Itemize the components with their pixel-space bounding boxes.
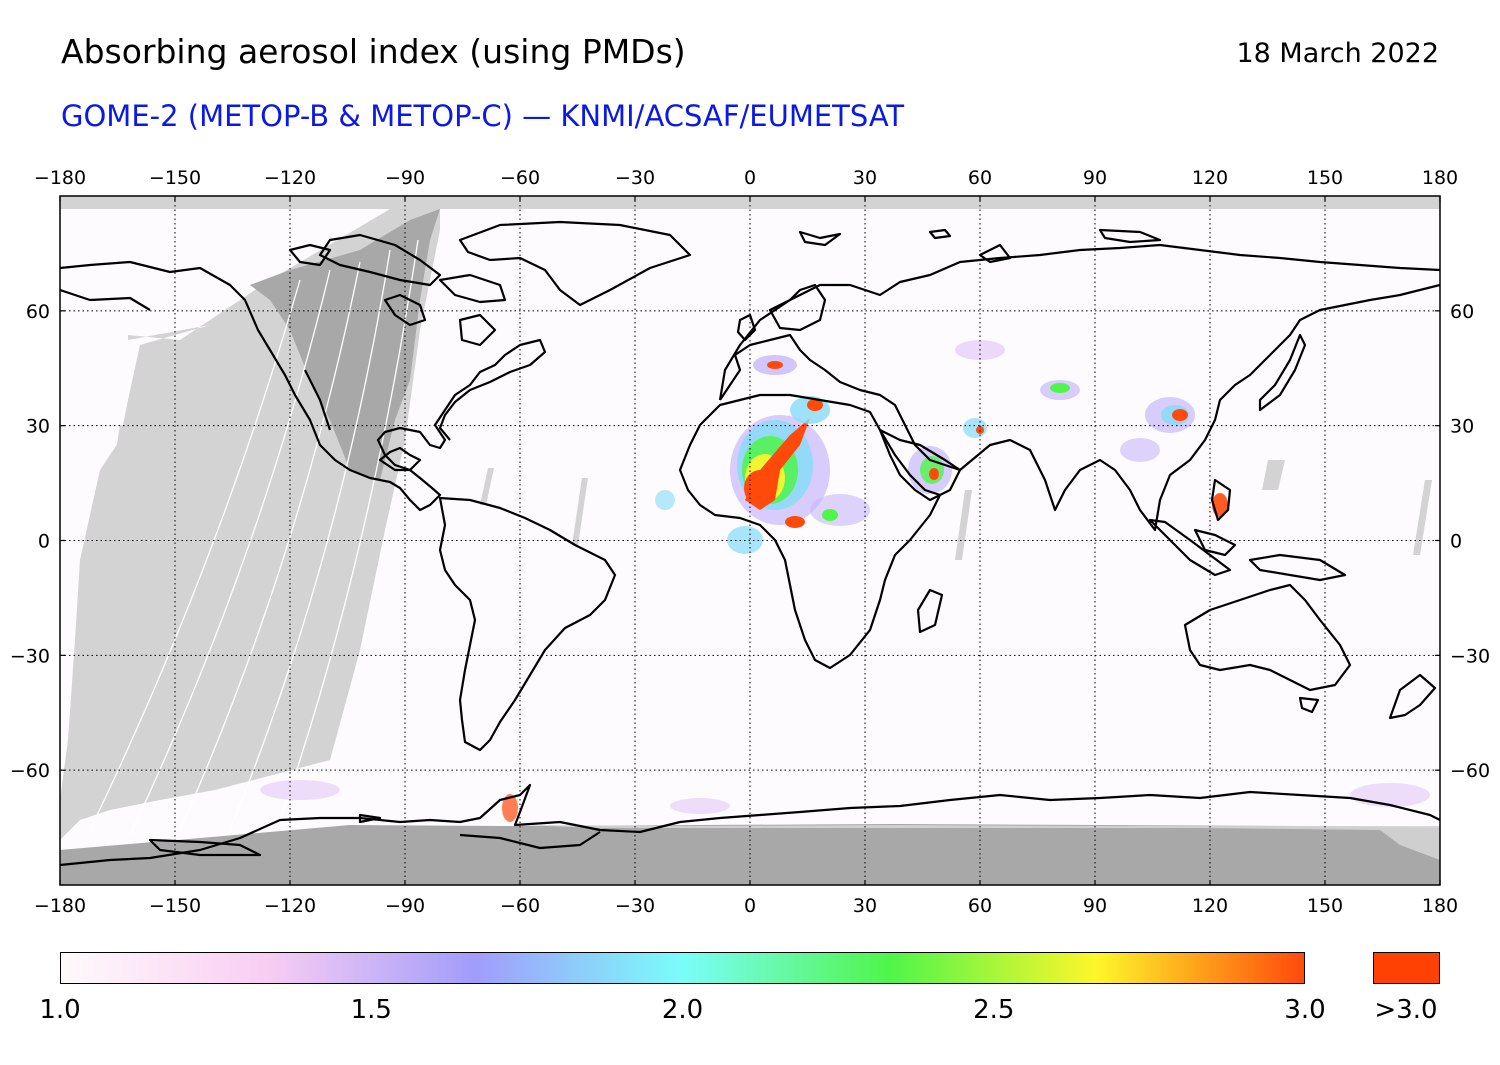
coastlines — [60, 220, 1440, 867]
lon-tick-label-bottom: −90 — [385, 895, 425, 917]
lat-tick-label-left: 0 — [38, 531, 50, 553]
lon-tick-label-top: 60 — [968, 167, 992, 189]
lon-tick-label-bottom: −60 — [500, 895, 540, 917]
aerosol-plumes — [260, 340, 1430, 822]
colorbar-tick-label: 2.0 — [661, 995, 704, 1025]
lon-tick-label-top: 90 — [1083, 167, 1107, 189]
lon-tick-label-top: −150 — [149, 167, 201, 189]
lon-tick-label-bottom: −180 — [34, 895, 86, 917]
lon-tick-label-top: 30 — [853, 167, 877, 189]
lat-tick-label-right: 0 — [1450, 531, 1462, 553]
australia-coast — [1183, 583, 1352, 692]
lon-tick-label-top: −60 — [500, 167, 540, 189]
arabia-coast — [878, 428, 962, 502]
colorbar-overflow-swatch — [1373, 952, 1440, 984]
lon-tick-label-top: 0 — [744, 167, 756, 189]
eurasia-coast — [718, 243, 1440, 532]
night-region-north — [250, 209, 440, 480]
orbit-lines — [89, 239, 419, 836]
lon-tick-label-bottom: 150 — [1307, 895, 1343, 917]
lon-tick-label-bottom: −30 — [615, 895, 655, 917]
lon-tick-label-top: 180 — [1422, 167, 1458, 189]
lat-tick-label-right: −30 — [1450, 645, 1490, 667]
lon-tick-label-top: −90 — [385, 167, 425, 189]
lon-tick-label-bottom: 180 — [1422, 895, 1458, 917]
lat-tick-label-right: 60 — [1450, 301, 1474, 323]
lon-tick-label-bottom: 30 — [853, 895, 877, 917]
lat-tick-label-left: −60 — [10, 760, 50, 782]
colorbar-tick-label: 3.0 — [1284, 995, 1326, 1025]
aerosol-map: −180 −180 −150 −150 −120 −120 −90 −90 −60 −60 −30 −… — [10, 167, 1490, 917]
lon-tick-label-top: 120 — [1192, 167, 1228, 189]
lon-tick-label-bottom: −120 — [264, 895, 316, 917]
lon-tick-label-top: −120 — [264, 167, 316, 189]
lon-tick-label-bottom: 60 — [968, 895, 992, 917]
africa-coast — [678, 393, 942, 670]
lat-tick-label-left: 60 — [26, 301, 50, 323]
lon-tick-label-bottom: −150 — [149, 895, 201, 917]
colorbar — [60, 952, 1305, 984]
axis-ticks: −180 −180 −150 −150 −120 −120 −90 −90 −60 −60 −30 −… — [10, 167, 1490, 917]
lon-tick-label-top: 150 — [1307, 167, 1343, 189]
colorbar-overflow-label: >3.0 — [1374, 995, 1438, 1025]
antarctica-coast — [60, 783, 1440, 867]
map-subtitle: GOME-2 (METOP-B & METOP-C) — KNMI/ACSAF/… — [61, 99, 905, 133]
lat-tick-label-left: 30 — [26, 416, 50, 438]
lat-tick-label-right: −60 — [1450, 760, 1490, 782]
lon-tick-label-top: −30 — [615, 167, 655, 189]
colorbar-tick-label: 1.5 — [350, 995, 392, 1025]
lat-tick-label-left: −30 — [10, 645, 50, 667]
lon-tick-label-bottom: 90 — [1083, 895, 1107, 917]
map-title: Absorbing aerosol index (using PMDs) — [61, 32, 686, 71]
lon-tick-label-bottom: 0 — [744, 895, 756, 917]
north-america-coast — [60, 260, 547, 512]
lon-tick-label-bottom: 120 — [1192, 895, 1228, 917]
map-canvas — [60, 196, 1440, 885]
no-data-stripes — [97, 425, 1432, 570]
lat-tick-label-right: 30 — [1450, 416, 1474, 438]
colorbar-tick-label: 2.5 — [973, 995, 1015, 1025]
colorbar-tick-label: 1.0 — [39, 995, 81, 1025]
south-america-coast — [438, 496, 617, 752]
no-data-band-south — [520, 825, 1440, 860]
greenland-coast — [458, 220, 692, 307]
graticule — [60, 196, 1440, 885]
map-date: 18 March 2022 — [1236, 38, 1439, 69]
lon-tick-label-top: −180 — [34, 167, 86, 189]
